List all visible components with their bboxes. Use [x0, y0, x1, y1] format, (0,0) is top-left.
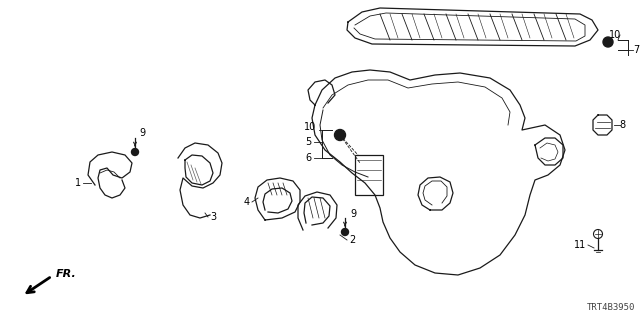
- Text: 4: 4: [244, 197, 250, 207]
- Text: 5: 5: [305, 137, 311, 147]
- Text: FR.: FR.: [56, 269, 77, 279]
- Text: TRT4B3950: TRT4B3950: [587, 303, 635, 312]
- Text: 3: 3: [210, 212, 216, 222]
- Circle shape: [603, 37, 613, 47]
- Text: 11: 11: [574, 240, 586, 250]
- Text: 7: 7: [633, 45, 639, 55]
- Circle shape: [342, 228, 349, 236]
- Text: 10: 10: [609, 30, 621, 40]
- Text: 1: 1: [75, 178, 81, 188]
- Circle shape: [335, 130, 346, 140]
- Text: 2: 2: [349, 235, 355, 245]
- Text: 10: 10: [304, 122, 316, 132]
- Text: 6: 6: [305, 153, 311, 163]
- Text: 9: 9: [350, 209, 356, 219]
- Circle shape: [131, 148, 138, 156]
- Text: 9: 9: [139, 128, 145, 138]
- Text: 8: 8: [619, 120, 625, 130]
